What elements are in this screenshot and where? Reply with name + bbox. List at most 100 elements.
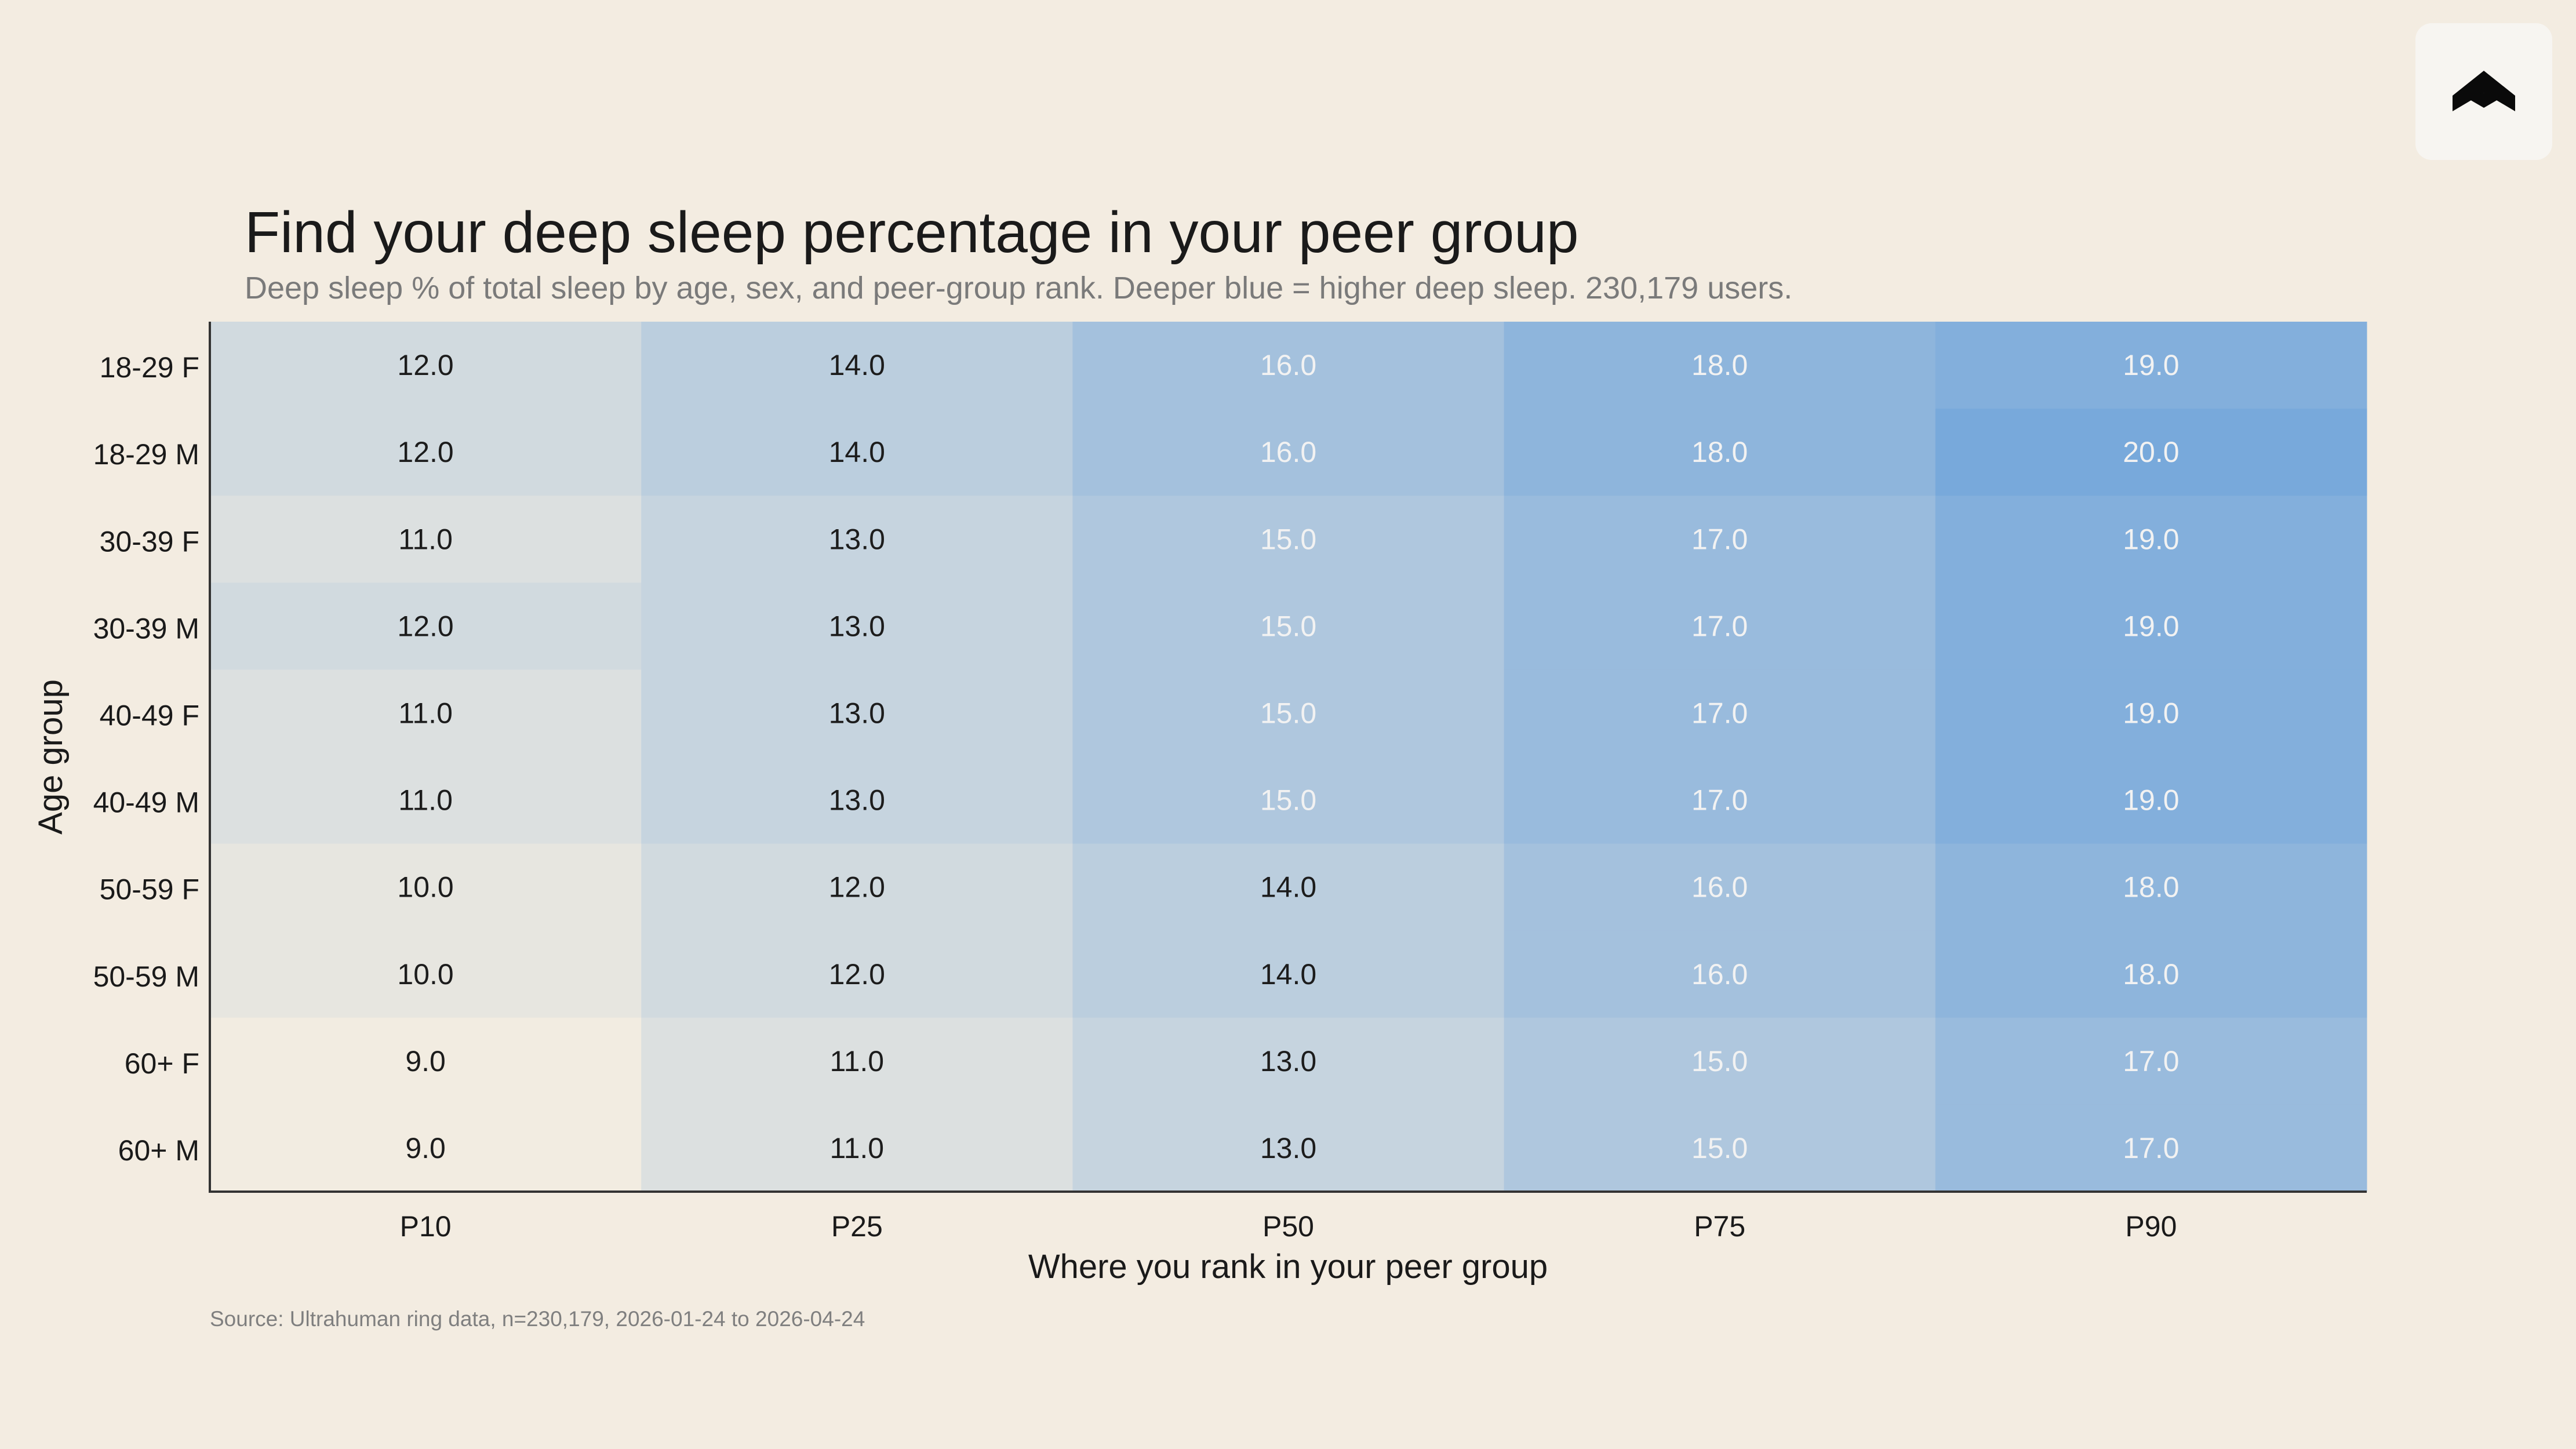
heatmap-cell xyxy=(1072,1017,1505,1105)
heatmap-cell xyxy=(641,930,1073,1018)
cell-value-label: 10.0 xyxy=(397,871,453,904)
x-tick-labels: P10 P25 P50 P75 P90 xyxy=(400,1210,2177,1243)
heatmap-cell xyxy=(1504,496,1936,583)
heatmap-cell xyxy=(210,843,642,931)
heatmap-cell xyxy=(1935,322,2367,409)
heatmap-cell xyxy=(210,756,642,844)
cell-value-label: 12.0 xyxy=(829,958,885,991)
cell-value-label: 11.0 xyxy=(829,1132,884,1164)
cell-value-label: 17.0 xyxy=(1691,610,1748,642)
cell-value-label: 13.0 xyxy=(829,610,885,642)
heatmap-cell xyxy=(1504,409,1936,496)
heatmap-cell xyxy=(1072,1104,1505,1192)
cell-value-label: 12.0 xyxy=(829,871,885,904)
cell-value-label: 14.0 xyxy=(1260,958,1316,991)
cell-value-label: 12.0 xyxy=(397,436,453,468)
x-tick-label: P50 xyxy=(1262,1210,1314,1243)
heatmap-cell xyxy=(210,582,642,670)
cell-value-label: 12.0 xyxy=(397,349,453,381)
cell-value-label: 19.0 xyxy=(2123,523,2179,555)
heatmap-cell xyxy=(210,409,642,496)
y-tick-label: 40-49 M xyxy=(93,787,199,819)
heatmap-cell xyxy=(1504,1017,1936,1105)
cell-value-label: 15.0 xyxy=(1260,784,1316,817)
y-axis-label: Age group xyxy=(32,679,70,835)
heatmap-cell xyxy=(210,930,642,1018)
heatmap-cell xyxy=(1935,409,2367,496)
chart-subtitle: Deep sleep % of total sleep by age, sex,… xyxy=(245,271,1792,305)
cell-value-label: 16.0 xyxy=(1691,958,1748,991)
heatmap-cell xyxy=(1072,930,1505,1018)
y-tick-label: 50-59 M xyxy=(93,960,199,993)
heatmap-cell xyxy=(1504,930,1936,1018)
y-tick-labels: 18-29 F 18-29 M 30-39 F 30-39 M 40-49 F 40-49… xyxy=(93,351,199,1167)
heatmap-cell xyxy=(210,1104,642,1192)
heatmap-cell xyxy=(1935,843,2367,931)
cell-value-label: 15.0 xyxy=(1260,697,1316,729)
x-axis-label: Where you rank in your peer group xyxy=(1028,1248,1548,1286)
heatmap-cell xyxy=(1504,756,1936,844)
cell-value-label: 17.0 xyxy=(1691,523,1748,555)
heatmap-cell xyxy=(641,843,1073,931)
x-tick-label: P25 xyxy=(831,1210,883,1243)
cell-value-label: 10.0 xyxy=(397,958,453,991)
heatmap-cell xyxy=(210,1017,642,1105)
cell-value-label: 18.0 xyxy=(2123,871,2179,904)
heatmap-cell xyxy=(210,496,642,583)
cell-value-label: 11.0 xyxy=(398,697,453,729)
heatmap-cell xyxy=(1072,582,1505,670)
x-tick-label: P10 xyxy=(400,1210,452,1243)
heatmap-cell xyxy=(1935,496,2367,583)
heatmap-cell xyxy=(1072,322,1505,409)
cell-value-label: 17.0 xyxy=(2123,1132,2179,1164)
y-tick-label: 30-39 M xyxy=(93,612,199,645)
y-tick-label: 18-29 F xyxy=(100,351,199,384)
cell-value-label: 17.0 xyxy=(1691,784,1748,817)
cell-value-label: 14.0 xyxy=(1260,871,1316,904)
heatmap-cell xyxy=(641,582,1073,670)
heatmap-cell xyxy=(1072,409,1505,496)
heatmap-cell xyxy=(1935,1017,2367,1105)
cell-value-label: 13.0 xyxy=(829,697,885,729)
heatmap-cell xyxy=(1504,669,1936,757)
cell-value-label: 19.0 xyxy=(2123,697,2179,729)
cell-value-label: 11.0 xyxy=(398,523,453,555)
cell-value-label: 14.0 xyxy=(829,436,885,468)
heatmap-cell xyxy=(1935,756,2367,844)
heatmap-cell xyxy=(1504,582,1936,670)
heatmap-cell xyxy=(641,322,1073,409)
heatmap-cell xyxy=(1504,322,1936,409)
cell-value-label: 20.0 xyxy=(2123,436,2179,468)
heatmap-cell xyxy=(1072,843,1505,931)
cell-value-label: 16.0 xyxy=(1260,349,1316,381)
heatmap-cell xyxy=(1072,669,1505,757)
cell-value-label: 16.0 xyxy=(1691,871,1748,904)
cell-value-label: 15.0 xyxy=(1260,610,1316,642)
heatmap-cell xyxy=(1072,496,1505,583)
heatmap-cell xyxy=(1935,1104,2367,1192)
heatmap-cell xyxy=(641,756,1073,844)
cell-value-label: 9.0 xyxy=(405,1045,446,1077)
cell-value-label: 15.0 xyxy=(1260,523,1316,555)
cell-value-label: 13.0 xyxy=(829,523,885,555)
y-tick-label: 18-29 M xyxy=(93,438,199,471)
heatmap-cell xyxy=(1504,843,1936,931)
y-tick-label: 60+ F xyxy=(125,1047,199,1080)
heatmap-cell xyxy=(1935,669,2367,757)
chart-title: Find your deep sleep percentage in your … xyxy=(245,200,1579,265)
x-tick-label: P90 xyxy=(2125,1210,2177,1243)
cell-value-label: 13.0 xyxy=(1260,1132,1316,1164)
cell-value-label: 17.0 xyxy=(1691,697,1748,729)
heatmap-cell xyxy=(1504,1104,1936,1192)
cell-value-label: 11.0 xyxy=(829,1045,884,1077)
heatmap-cells: 12.0 14.0 16.0 18.0 19.0 12.0 14.0 16.0 18.0 20.0… xyxy=(210,322,2367,1192)
heatmap-cell xyxy=(641,1104,1073,1192)
cell-value-label: 9.0 xyxy=(405,1132,446,1164)
heatmap-cell xyxy=(641,409,1073,496)
cell-value-label: 16.0 xyxy=(1260,436,1316,468)
cell-value-label: 18.0 xyxy=(2123,958,2179,991)
cell-value-label: 13.0 xyxy=(829,784,885,817)
ultrahuman-logo-icon xyxy=(2453,71,2515,111)
y-tick-label: 40-49 F xyxy=(100,699,199,731)
